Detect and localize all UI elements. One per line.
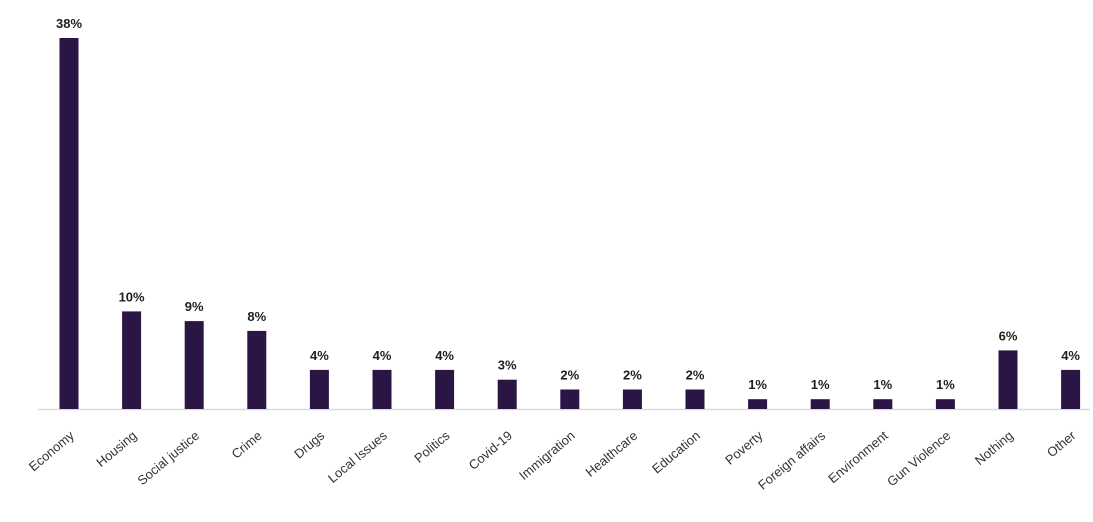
data-label: 4% [310,348,329,363]
data-label: 2% [560,368,579,383]
category-tick-label: Drugs [291,427,328,461]
bar-immigration [560,389,580,409]
bar-healthcare [622,389,642,409]
data-label: 2% [686,368,705,383]
bar-environment [873,399,893,409]
data-label: 4% [373,348,392,363]
category-tick-label: Poverty [722,427,766,467]
category-tick-label: Economy [26,427,78,474]
bar-drugs [309,369,329,409]
category-tick-label: Crime [229,428,265,462]
bar-crime [247,330,267,409]
bar-education [685,389,705,409]
category-tick-label: Social justice [134,428,202,488]
category-tick-label: Covid-19 [466,428,516,473]
category-tick-label: Immigration [516,428,578,483]
category-tick-label: Healthcare [583,428,641,480]
category-tick-label: Foreign affairs [755,427,828,492]
category-tick-label: Politics [411,427,453,465]
data-label: 2% [623,368,642,383]
category-tick-label: Gun Violence [884,428,953,490]
bar-poverty [748,399,768,409]
data-label: 38% [56,16,82,31]
data-label: 1% [936,377,955,392]
data-label: 8% [247,309,266,324]
bar-housing [122,311,142,409]
data-label: 10% [119,289,145,304]
data-label: 3% [498,358,517,373]
category-tick-label: Housing [93,428,139,470]
data-label: 6% [999,328,1018,343]
bar-gun-violence [935,399,955,409]
category-tick-label: Environment [825,428,891,487]
category-tick-label: Local Issues [325,427,390,485]
bar-foreign-affairs [810,399,830,409]
category-tick-label: Other [1044,427,1079,460]
data-label: 1% [748,377,767,392]
bar-local-issues [372,369,392,409]
bar-politics [435,369,455,409]
bar-social-justice [184,321,204,409]
category-tick-label: Nothing [972,428,1016,468]
data-label: 4% [435,348,454,363]
bar-nothing [998,350,1018,409]
data-label: 1% [811,377,830,392]
bar-covid-19 [497,379,517,409]
bar-economy [59,38,79,409]
data-label: 4% [1061,348,1080,363]
category-tick-label: Education [649,428,703,477]
data-label: 1% [873,377,892,392]
data-label: 9% [185,299,204,314]
bar-other [1061,369,1081,409]
